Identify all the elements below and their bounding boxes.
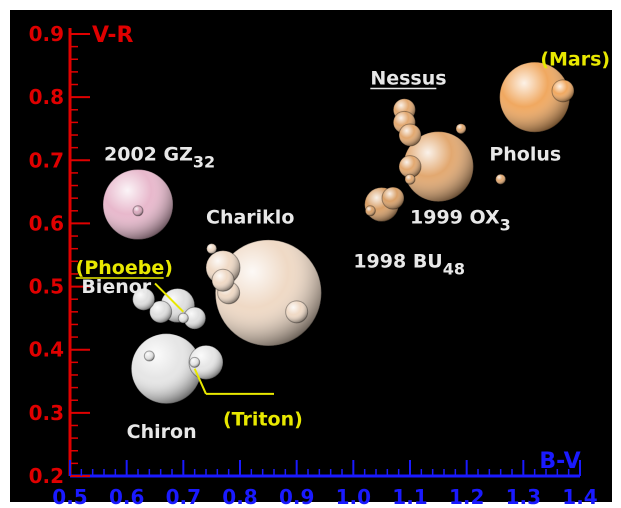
y-tick-label: 0.8 bbox=[29, 85, 64, 109]
point-shading bbox=[212, 269, 234, 292]
label-leader-line bbox=[154, 282, 185, 313]
data-point bbox=[404, 173, 416, 185]
point-label: Chiron bbox=[127, 421, 197, 443]
point-shading bbox=[456, 123, 466, 134]
x-tick-label: 1.2 bbox=[449, 485, 484, 508]
x-tick-label: 0.7 bbox=[166, 485, 201, 508]
data-point bbox=[364, 205, 376, 217]
data-point bbox=[183, 306, 207, 330]
point-shading bbox=[189, 345, 223, 380]
point-label-subscript: 48 bbox=[443, 260, 465, 279]
data-point bbox=[499, 61, 571, 133]
point-label: (Mars) bbox=[540, 49, 610, 71]
point-shading bbox=[132, 288, 155, 311]
point-shading bbox=[365, 205, 376, 216]
y-tick-label: 0.5 bbox=[29, 275, 64, 299]
data-point bbox=[102, 168, 174, 240]
point-shading bbox=[399, 124, 421, 147]
point-shading bbox=[183, 307, 206, 330]
point-shading bbox=[499, 62, 570, 133]
y-tick-label: 0.7 bbox=[29, 148, 64, 172]
y-tick-label: 0.2 bbox=[29, 464, 64, 488]
x-tick-label: 0.9 bbox=[279, 485, 314, 508]
x-tick-label: 0.6 bbox=[109, 485, 144, 508]
data-point bbox=[551, 79, 575, 103]
label-leader-line bbox=[193, 368, 207, 395]
points-layer bbox=[102, 61, 575, 405]
data-point bbox=[188, 344, 224, 380]
point-label-subscript: 3 bbox=[500, 215, 511, 234]
x-tick-label: 1.3 bbox=[506, 485, 541, 508]
data-point bbox=[381, 186, 405, 210]
data-point bbox=[149, 300, 173, 324]
point-shading bbox=[144, 351, 155, 362]
point-label: 1998 BU48 bbox=[353, 251, 465, 279]
point-label-subscript: 32 bbox=[193, 152, 215, 171]
data-point bbox=[132, 287, 156, 311]
point-shading bbox=[103, 169, 173, 240]
data-point bbox=[398, 123, 422, 147]
point-shading bbox=[403, 131, 474, 202]
point-shading bbox=[382, 187, 404, 210]
point-label: Bienor bbox=[81, 276, 151, 298]
point-shading bbox=[552, 79, 574, 102]
point-shading bbox=[285, 300, 308, 323]
data-point bbox=[402, 131, 474, 203]
point-shading bbox=[133, 205, 143, 216]
y-tick-label: 0.3 bbox=[29, 401, 64, 425]
data-point bbox=[455, 123, 467, 135]
data-point bbox=[177, 312, 189, 324]
point-shading bbox=[149, 300, 172, 323]
y-tick-label: 0.6 bbox=[29, 211, 64, 235]
data-point bbox=[398, 155, 422, 179]
y-axis-label: V-R bbox=[92, 23, 134, 48]
point-label: 2002 GZ32 bbox=[104, 143, 215, 171]
point-label: 1999 OX3 bbox=[410, 206, 511, 234]
point-label: Nessus bbox=[370, 68, 446, 90]
x-axis-label: B-V bbox=[539, 449, 580, 474]
point-shading bbox=[189, 357, 200, 368]
point-label: Chariklo bbox=[206, 206, 294, 228]
point-label: (Triton) bbox=[223, 408, 303, 430]
x-tick-label: 1.4 bbox=[562, 485, 597, 508]
x-tick-label: 0.5 bbox=[52, 485, 87, 508]
y-tick-label: 0.4 bbox=[29, 338, 64, 362]
x-tick-label: 0.8 bbox=[222, 485, 257, 508]
data-point bbox=[143, 350, 155, 362]
point-label: Pholus bbox=[489, 143, 561, 165]
point-shading bbox=[405, 174, 415, 185]
point-shading bbox=[178, 313, 189, 324]
point-shading bbox=[206, 243, 217, 254]
data-point bbox=[132, 205, 144, 217]
data-point bbox=[495, 173, 507, 185]
point-shading bbox=[399, 155, 421, 178]
point-shading bbox=[495, 174, 506, 185]
point-label: (Phoebe) bbox=[76, 257, 173, 279]
data-point bbox=[211, 268, 235, 292]
x-tick-label: 1.1 bbox=[392, 485, 427, 508]
axes-layer: 0.2 0.3 0.4 0.5 0.6 0.7 0.8 0.9 V-R 0.5 0.6 0.7 0.8 0… bbox=[29, 22, 598, 508]
data-point bbox=[285, 300, 309, 324]
data-point bbox=[189, 356, 201, 368]
y-tick-label: 0.9 bbox=[29, 22, 64, 46]
x-tick-label: 1.0 bbox=[336, 485, 371, 508]
data-point bbox=[206, 243, 218, 255]
